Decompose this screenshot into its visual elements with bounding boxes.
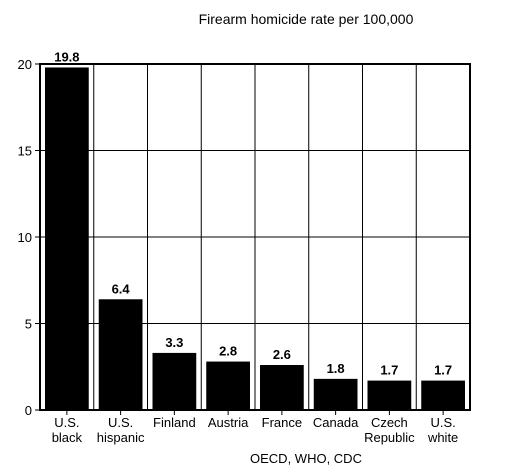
category-label: black xyxy=(52,430,83,445)
chart-source: OECD, WHO, CDC xyxy=(250,451,362,466)
category-label: Austria xyxy=(208,415,249,430)
y-tick-label: 5 xyxy=(25,317,32,332)
bar-value-label: 3.3 xyxy=(165,335,183,350)
y-tick-label: 20 xyxy=(18,57,32,72)
bar-value-label: 1.7 xyxy=(380,363,398,378)
bar xyxy=(260,365,304,410)
plot-frame xyxy=(39,63,471,411)
bar-value-label: 2.8 xyxy=(219,344,237,359)
category-label: France xyxy=(262,415,302,430)
bar xyxy=(313,378,358,410)
y-tick-label: 10 xyxy=(18,230,32,245)
bar xyxy=(152,352,197,410)
bar-value-label: 1.8 xyxy=(327,361,345,376)
category-label: Republic xyxy=(364,430,415,445)
bar xyxy=(367,380,412,410)
category-label: U.S. xyxy=(108,415,133,430)
y-tick-label: 15 xyxy=(18,144,32,159)
category-label: U.S. xyxy=(54,415,79,430)
y-tick-label: 0 xyxy=(25,403,32,418)
category-label: hispanic xyxy=(97,430,145,445)
bar xyxy=(206,361,250,410)
bar xyxy=(45,67,89,411)
bar xyxy=(98,299,143,410)
category-label: Canada xyxy=(313,415,359,430)
category-label: Czech xyxy=(371,415,408,430)
category-label: U.S. xyxy=(430,415,455,430)
bar-value-label: 6.4 xyxy=(112,281,131,296)
bars xyxy=(45,67,465,411)
data-labels: 19.8 6.4 3.3 2.8 2.6 1.8 1.7 1.7 xyxy=(54,49,452,377)
bar-value-label: 2.6 xyxy=(273,347,291,362)
category-label: white xyxy=(427,430,458,445)
category-label: Finland xyxy=(153,415,196,430)
bar-value-label: 1.7 xyxy=(434,363,452,378)
chart-title: Firearm homicide rate per 100,000 xyxy=(199,11,414,27)
bar-value-label: 19.8 xyxy=(54,49,79,64)
y-axis-ticks: 0 5 10 15 20 xyxy=(18,57,40,418)
bar xyxy=(421,380,465,410)
